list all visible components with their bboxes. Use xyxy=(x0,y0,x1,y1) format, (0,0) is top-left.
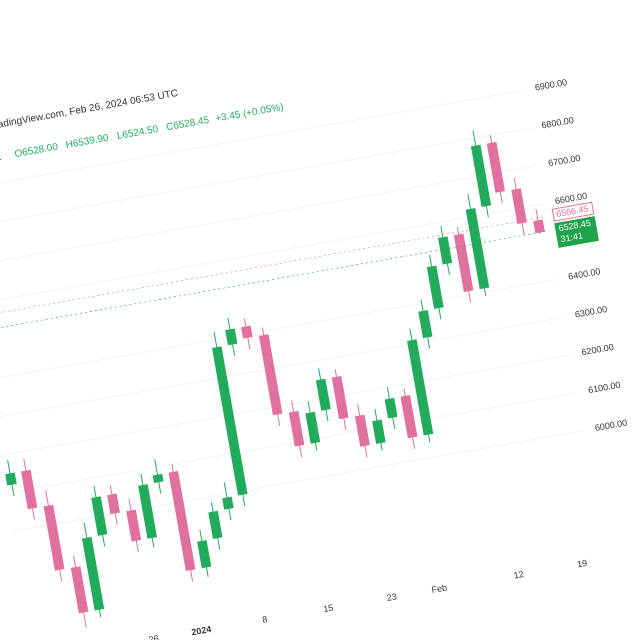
candle-body xyxy=(225,328,238,346)
candle-body xyxy=(258,334,283,416)
price-line xyxy=(0,216,546,318)
x-tick-label: 15 xyxy=(322,603,334,615)
candle-body xyxy=(82,536,105,611)
candle-body xyxy=(418,310,433,339)
symbol: th, NSE xyxy=(0,152,3,169)
grid-line xyxy=(0,279,557,381)
grid-line xyxy=(5,392,577,495)
grid-line xyxy=(0,127,530,230)
candle-body xyxy=(70,566,89,614)
candle-body xyxy=(533,219,545,234)
x-tick-label: 23 xyxy=(386,591,398,603)
candle-body xyxy=(407,339,434,436)
candle-body xyxy=(126,509,142,542)
candle-body xyxy=(107,493,120,515)
y-tick-label: 6900.00 xyxy=(534,77,568,92)
grid-line xyxy=(0,354,570,457)
ohlc-low: L6524.50 xyxy=(116,124,159,142)
candle-body xyxy=(197,540,212,569)
candle-body xyxy=(241,325,253,339)
ohlc-change: +3.45 (+0.05%) xyxy=(215,102,285,125)
candle-body xyxy=(372,419,386,444)
price-tag xyxy=(551,201,595,222)
candle-body xyxy=(465,208,490,290)
candle-body xyxy=(212,346,248,496)
x-tick-label: 12 xyxy=(513,569,525,581)
y-tick-label: 6100.00 xyxy=(587,380,621,395)
candle-body xyxy=(400,395,418,439)
price-countdown: 31:41 xyxy=(560,230,584,244)
y-tick-label: 6300.00 xyxy=(574,304,608,319)
candle-body xyxy=(288,410,305,447)
candle-body xyxy=(315,378,331,411)
candle-body xyxy=(511,188,527,225)
x-tick-label: 19 xyxy=(576,558,588,570)
y-tick-label: 6000.00 xyxy=(594,417,628,432)
ohlc-high: H6539.90 xyxy=(65,133,110,151)
y-tick-label: 6200.00 xyxy=(581,342,615,357)
candle-body xyxy=(43,504,65,571)
candle-body xyxy=(305,411,321,444)
candle-body xyxy=(152,473,164,484)
candle-body xyxy=(222,496,234,510)
candle-body xyxy=(168,471,196,572)
grid-line xyxy=(11,430,584,532)
candle-body xyxy=(426,265,444,309)
grid-line xyxy=(0,165,537,268)
candle-body xyxy=(5,472,17,486)
candle-body xyxy=(208,510,223,539)
candle-body xyxy=(91,496,108,536)
y-tick-label: 6400.00 xyxy=(567,266,601,281)
candle-body xyxy=(21,469,38,510)
price-line xyxy=(0,230,549,332)
y-tick-label: 6700.00 xyxy=(547,153,581,168)
x-tick-label: 2024 xyxy=(191,624,212,637)
grid-line xyxy=(0,89,524,192)
x-tick-label: Feb xyxy=(431,582,448,595)
grid-line xyxy=(0,316,564,419)
candle-body xyxy=(331,375,349,420)
candle-body xyxy=(470,144,492,207)
x-tick-label: 26 xyxy=(148,633,160,640)
candle-body xyxy=(486,141,505,193)
candle-body xyxy=(438,236,453,265)
candle-body xyxy=(453,233,474,292)
chart-body: ed on TradingView.com, Feb 26, 2024 06:5… xyxy=(0,77,628,640)
x-tick-label: 8 xyxy=(261,614,268,625)
candle-body xyxy=(138,484,158,539)
price-tag xyxy=(554,216,599,248)
ohlc-open: O6528.00 xyxy=(14,142,60,161)
grid-line xyxy=(0,203,544,306)
y-tick-label: 6800.00 xyxy=(541,115,575,130)
candle-body xyxy=(354,414,370,447)
candle-body xyxy=(384,397,398,419)
ohlc-close: C6528.45 xyxy=(165,115,210,133)
